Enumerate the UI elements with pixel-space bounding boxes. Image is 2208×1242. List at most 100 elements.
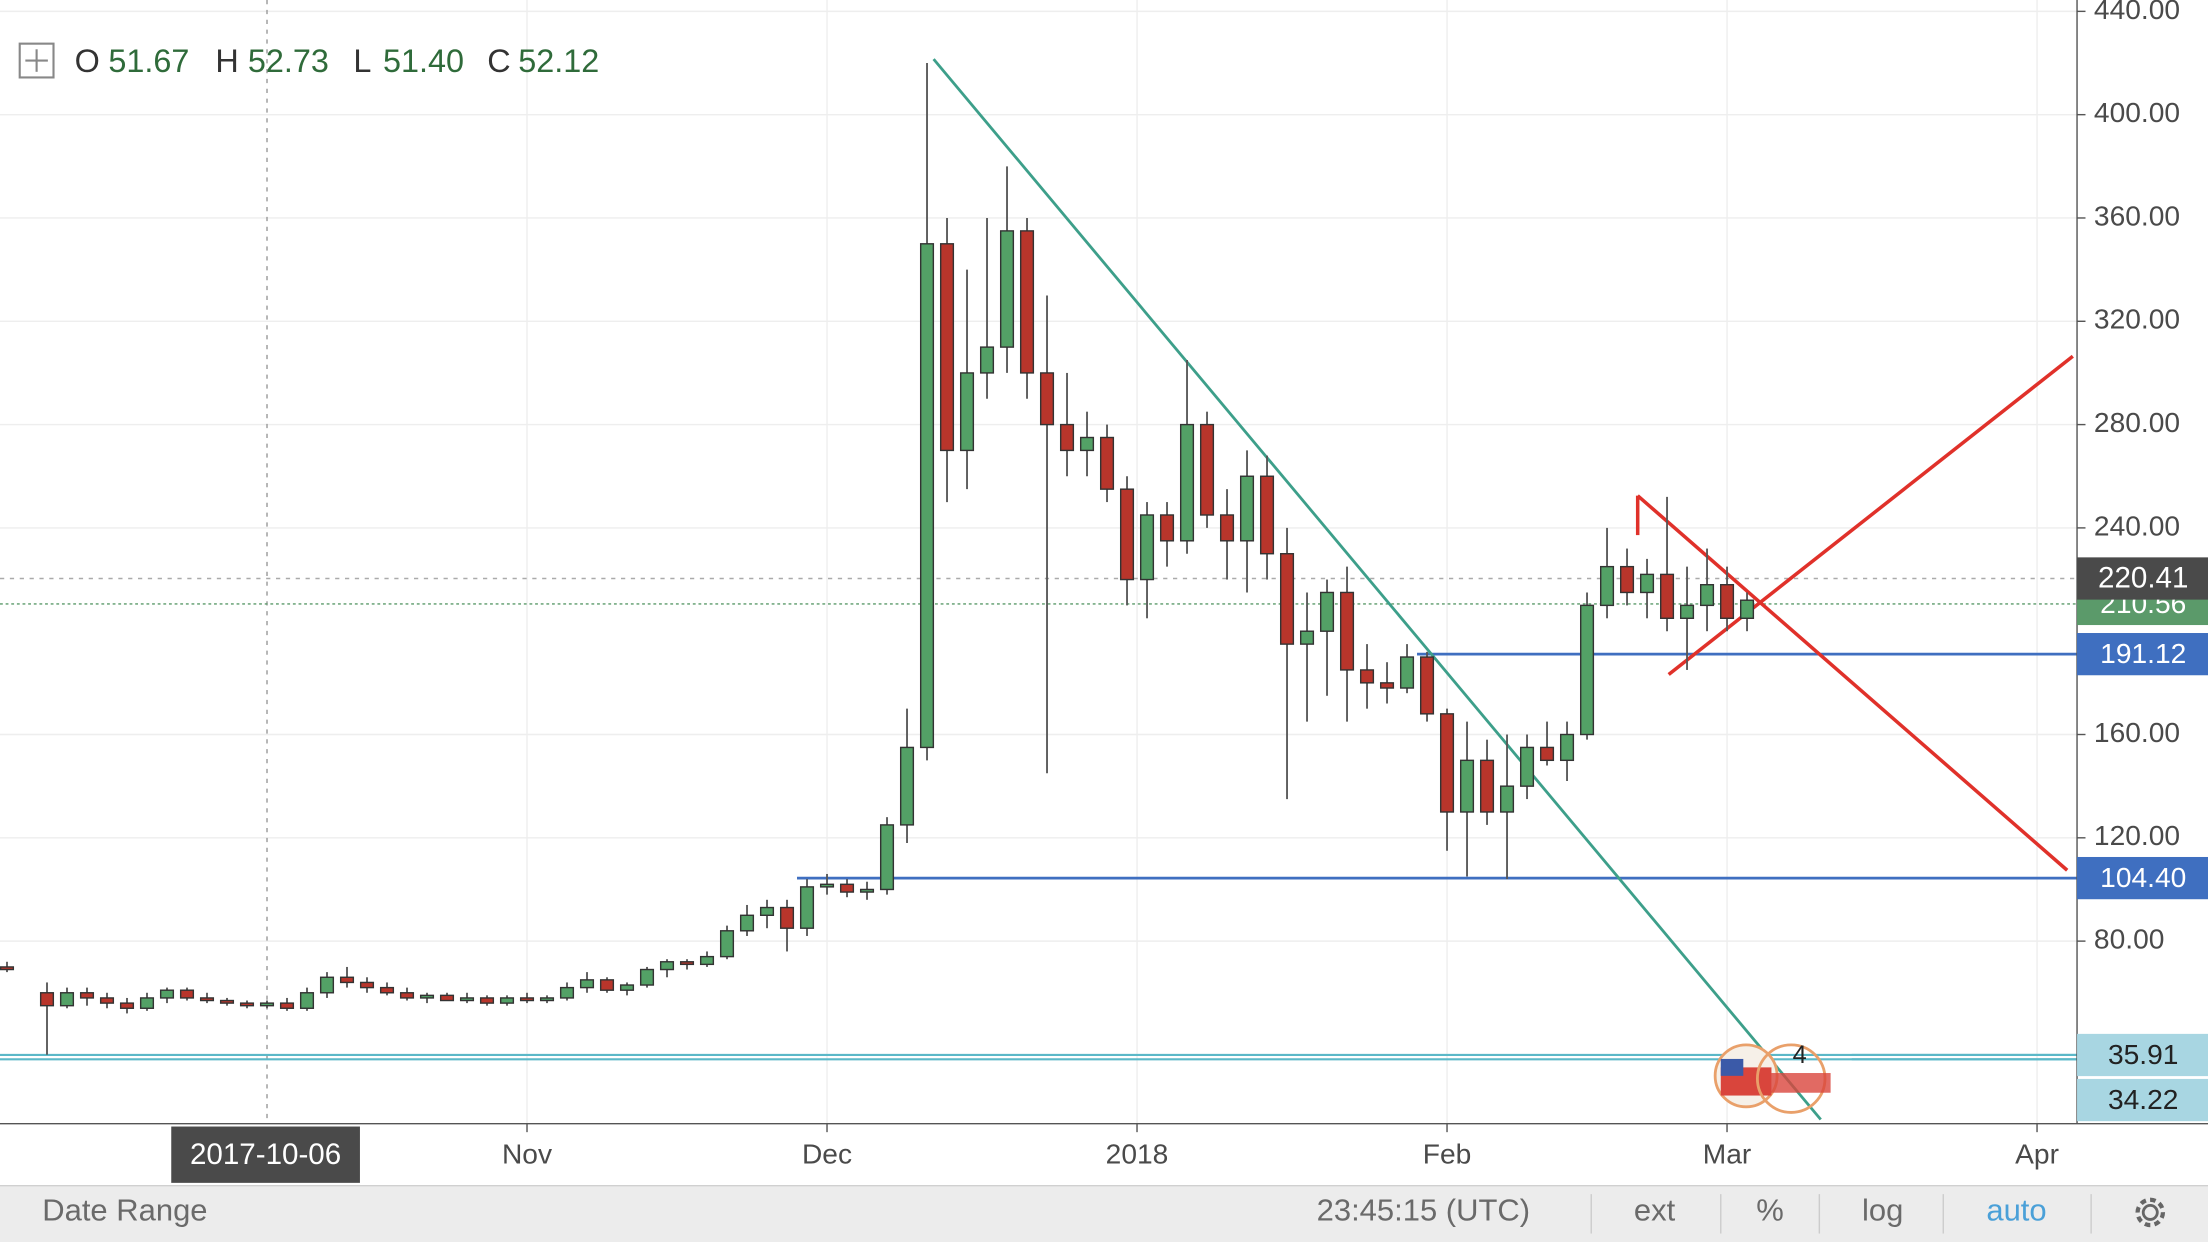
x-tick-label: Feb xyxy=(1423,1139,1472,1170)
candle-body xyxy=(979,346,995,374)
settings-icon[interactable] xyxy=(2135,1197,2166,1228)
candle-body xyxy=(819,883,835,888)
y-tick-label: 120.00 xyxy=(2094,820,2180,851)
candle-body xyxy=(859,888,875,893)
candle-body xyxy=(1699,584,1715,607)
candle-body xyxy=(759,906,775,916)
candle-body xyxy=(659,961,675,971)
candle-body xyxy=(1139,514,1155,581)
y-tick-label: 400.00 xyxy=(2094,97,2180,128)
y-tick-label: 360.00 xyxy=(2094,200,2180,231)
y-tick-label: 240.00 xyxy=(2094,510,2180,541)
candle-body xyxy=(679,961,695,966)
candle-body xyxy=(1419,656,1435,715)
clock[interactable]: 23:45:15 (UTC) xyxy=(1317,1193,1530,1228)
candle-body xyxy=(1199,423,1215,516)
toolbar-button[interactable]: auto xyxy=(1986,1193,2046,1228)
red-line[interactable] xyxy=(1636,494,2069,872)
candle-body xyxy=(159,989,175,999)
candle-body xyxy=(1159,514,1175,542)
x-tick-label: Apr xyxy=(2015,1139,2059,1170)
candle-body xyxy=(699,955,715,966)
events-badge: 4 xyxy=(1793,1041,1807,1069)
toolbar-button[interactable]: log xyxy=(1862,1193,1903,1228)
candle-body xyxy=(739,914,755,932)
header: O 51.67 H 52.73 L 51.40 C 52.12 xyxy=(18,42,599,79)
candle-body xyxy=(1179,423,1195,542)
candle-body xyxy=(439,994,455,1002)
red-line[interactable] xyxy=(1667,354,2074,676)
price-label: 34.22 xyxy=(2108,1084,2178,1115)
ohlc-value: 51.67 xyxy=(108,43,189,79)
flag xyxy=(1771,1073,1831,1093)
candle-body xyxy=(1259,475,1275,555)
price-label-box xyxy=(2077,1078,2208,1122)
price-label: 191.12 xyxy=(2100,638,2186,669)
x-tick-label: Dec xyxy=(802,1139,852,1170)
x-tick-label: Mar xyxy=(1703,1139,1752,1170)
candle-body xyxy=(1219,514,1235,542)
candle-body xyxy=(1439,713,1455,813)
candle-body xyxy=(1739,599,1755,619)
grid xyxy=(0,0,2078,1124)
candle-body xyxy=(539,997,555,1002)
drawings xyxy=(932,58,2074,1121)
candle-body xyxy=(1479,759,1495,813)
candle-body xyxy=(339,976,355,984)
crosshair-y-box xyxy=(2077,557,2208,600)
candle-body xyxy=(1559,733,1575,762)
gear xyxy=(2135,1197,2166,1228)
candle-body xyxy=(1659,573,1675,619)
crosshair-x-label: 2017-10-06 xyxy=(190,1138,341,1171)
candle-body xyxy=(1639,573,1655,594)
candle-body xyxy=(1279,553,1295,645)
candle-body xyxy=(1679,604,1695,619)
flag xyxy=(1720,1058,1744,1076)
ohlc-label: L xyxy=(353,43,371,79)
candle-body xyxy=(279,1002,295,1009)
candle-body xyxy=(1579,604,1595,736)
candle-body xyxy=(879,824,895,891)
candle-body xyxy=(199,997,215,1002)
candle-body xyxy=(479,997,495,1004)
events[interactable]: 4 xyxy=(1713,1041,1831,1114)
candle-body xyxy=(1019,230,1035,374)
ohlc-value: 51.40 xyxy=(383,43,464,79)
price-label: 35.91 xyxy=(2108,1039,2178,1070)
price-label: 104.40 xyxy=(2100,862,2186,893)
toolbar: Date Range 23:45:15 (UTC) ext % log auto xyxy=(0,1184,2208,1242)
candle-body xyxy=(1099,436,1115,490)
crosshair-y-label: 220.41 xyxy=(2098,562,2188,595)
ohlc-label: H xyxy=(215,43,238,79)
toolbar-button[interactable]: ext xyxy=(1634,1193,1676,1228)
candle-body xyxy=(0,966,15,971)
toolbar-button[interactable]: % xyxy=(1756,1193,1784,1228)
candle-body xyxy=(359,981,375,989)
candle-body xyxy=(1119,488,1135,581)
candle-body xyxy=(419,994,435,999)
candle-body xyxy=(1459,759,1475,813)
candle-body xyxy=(1079,436,1095,452)
candle-body xyxy=(559,986,575,999)
candle-body xyxy=(59,992,75,1007)
candle-body xyxy=(719,930,735,958)
trend-line[interactable] xyxy=(932,58,1822,1121)
candle-body xyxy=(619,984,635,991)
ohlc-value: 52.73 xyxy=(248,43,329,79)
x-tick-label: 2018 xyxy=(1106,1139,1169,1170)
candle-body xyxy=(839,883,855,893)
date-range[interactable]: Date Range xyxy=(42,1193,207,1228)
axes: 80.00 120.00 160.00 240.00 280.00 320.00 360.0… xyxy=(171,0,2208,1183)
candle-body xyxy=(299,992,315,1009)
candle-body xyxy=(639,968,655,986)
candle-body xyxy=(319,976,335,994)
candle-body xyxy=(919,243,935,749)
ohlc-value: 52.12 xyxy=(518,43,599,79)
candle-body xyxy=(39,992,55,1007)
candle-body xyxy=(179,989,195,999)
candle-body xyxy=(1599,565,1615,607)
candle-body xyxy=(219,999,235,1004)
